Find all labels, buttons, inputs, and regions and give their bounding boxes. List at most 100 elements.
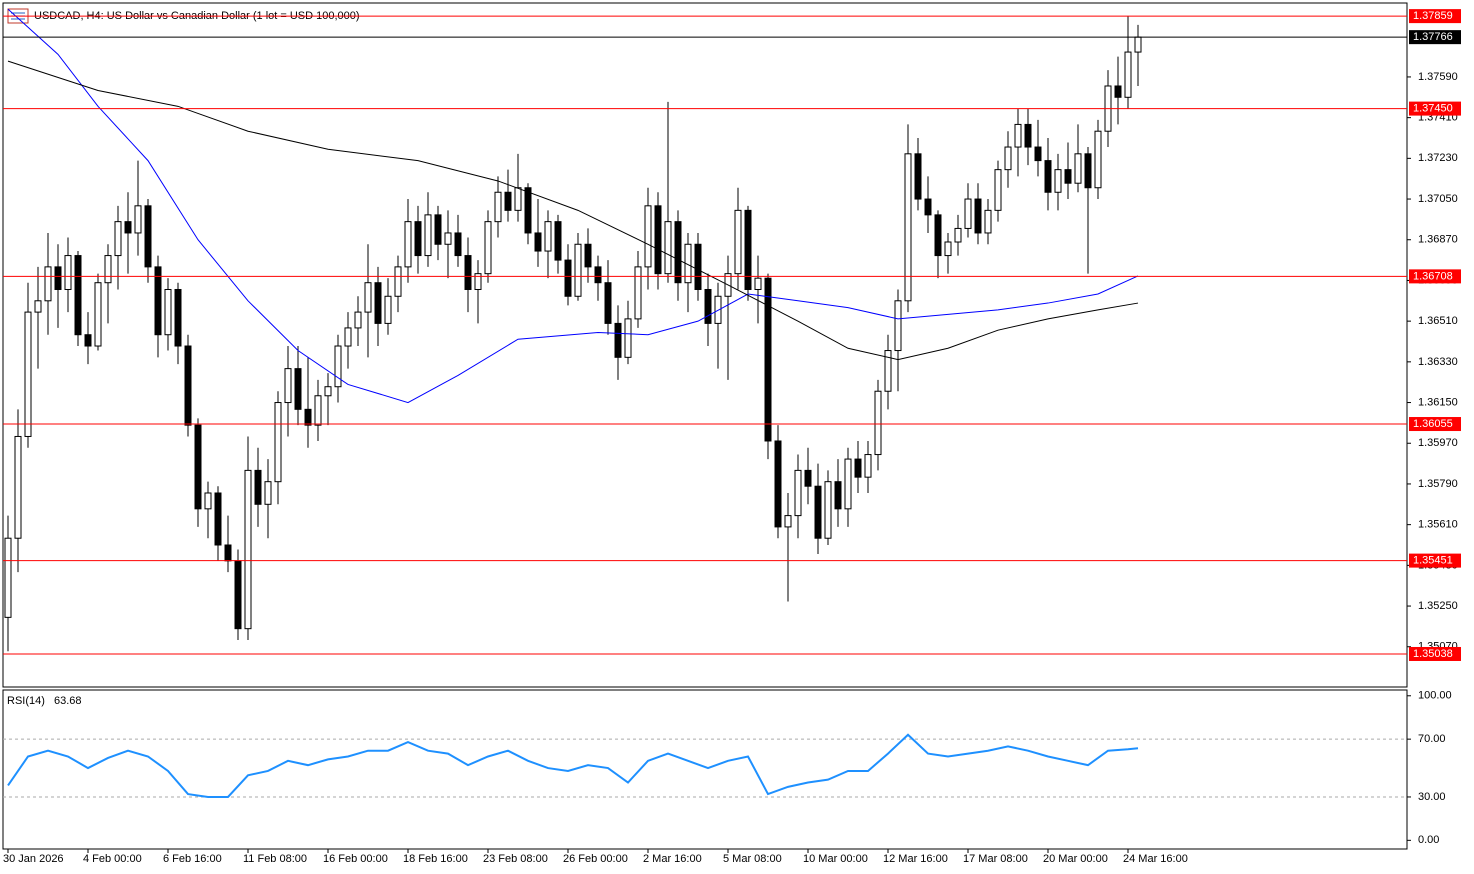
candle-body — [824, 481, 832, 539]
candle-body — [864, 454, 872, 478]
y-tick-label: 1.35250 — [1418, 600, 1458, 612]
candle-body — [934, 214, 942, 257]
candle-body — [654, 205, 662, 275]
candle-body — [1134, 36, 1142, 53]
candle-body — [444, 232, 452, 245]
candle-body — [1124, 51, 1132, 98]
candle-body — [54, 266, 62, 290]
candle-body — [14, 435, 22, 539]
candle-body — [344, 327, 352, 347]
line-series — [7, 733, 1139, 798]
candle-body — [184, 345, 192, 426]
candle-body — [404, 221, 412, 268]
candle-body — [944, 241, 952, 257]
candle-body — [744, 209, 752, 290]
candle-body — [144, 205, 152, 268]
candle-body — [894, 300, 902, 352]
candle-body — [34, 300, 42, 313]
rsi-title: RSI(14) — [7, 695, 45, 707]
candle-body — [664, 221, 672, 275]
candle-body — [384, 295, 392, 324]
candle-body — [1034, 146, 1042, 162]
price-level-label: 1.37450 — [1413, 103, 1453, 115]
x-tick-label: 11 Feb 08:00 — [243, 853, 307, 865]
candle-body — [434, 214, 442, 245]
candle-body — [1044, 160, 1052, 193]
candle-body — [784, 515, 792, 528]
candle-body — [354, 311, 362, 329]
y-tick-label: 30.00 — [1418, 791, 1446, 803]
candle-body — [974, 198, 982, 234]
candle-body — [874, 390, 882, 456]
y-tick-label: 1.36330 — [1418, 356, 1458, 368]
price-level-box — [1409, 417, 1461, 432]
rsi-current-value: 63.68 — [54, 695, 82, 707]
y-tick-label: 1.36510 — [1418, 315, 1458, 327]
candle-body — [1064, 169, 1072, 184]
candle-body — [214, 492, 222, 546]
candle-body — [914, 153, 922, 200]
candle-body — [364, 282, 372, 313]
candle-body — [314, 395, 322, 426]
x-tick-label: 23 Feb 08:00 — [483, 853, 548, 865]
candle-body — [44, 266, 52, 302]
price-panel-frame — [2, 2, 1408, 688]
price-level-box — [1409, 553, 1461, 568]
candle-body — [1074, 153, 1082, 184]
y-tick-label: 1.35790 — [1418, 478, 1458, 490]
candle-body — [574, 243, 582, 297]
candle-body — [494, 191, 502, 223]
candle-body — [484, 221, 492, 275]
price-level-label: 1.37859 — [1413, 10, 1453, 22]
x-tick-label: 5 Mar 08:00 — [723, 853, 782, 865]
candle-body — [114, 221, 122, 257]
candle-body — [394, 266, 402, 297]
candle-body — [534, 232, 542, 252]
candle-body — [324, 386, 332, 397]
candle-body — [304, 408, 312, 426]
x-tick-label: 17 Mar 08:00 — [963, 853, 1028, 865]
candle-body — [204, 492, 212, 510]
candle-body — [624, 318, 632, 358]
candle-body — [764, 277, 772, 442]
candle-body — [754, 277, 762, 290]
x-tick-label: 30 Jan 2026 — [3, 853, 64, 865]
y-tick-label: 1.35610 — [1418, 519, 1458, 531]
candle-body — [1094, 130, 1102, 189]
y-tick-label: 1.37050 — [1418, 193, 1458, 205]
price-level-box — [1409, 646, 1461, 661]
candle-body — [154, 266, 162, 336]
y-tick-label: 70.00 — [1418, 733, 1446, 745]
y-tick-label: 100.00 — [1418, 690, 1452, 702]
candle-body — [164, 288, 172, 336]
candle-body — [954, 227, 962, 243]
candle-body — [264, 481, 272, 505]
candle-body — [134, 205, 142, 234]
candle-body — [1014, 123, 1022, 148]
candle-body — [84, 334, 92, 347]
candle-body — [334, 345, 342, 388]
candle-body — [984, 209, 992, 234]
candle-body — [794, 469, 802, 517]
candle-body — [634, 266, 642, 320]
candle-body — [1084, 153, 1092, 189]
y-tick-label: 0.00 — [1418, 834, 1439, 846]
candle-body — [804, 469, 812, 487]
candle-body — [834, 481, 842, 510]
candle-body — [414, 221, 422, 257]
candle-body — [1024, 123, 1032, 148]
candle-body — [294, 368, 302, 410]
candle-body — [994, 169, 1002, 211]
x-tick-label: 2 Mar 16:00 — [643, 853, 702, 865]
candle-body — [904, 153, 912, 302]
candle-body — [1114, 85, 1122, 98]
candle-body — [674, 221, 682, 284]
price-level-box — [1409, 9, 1461, 24]
candle-body — [584, 243, 592, 268]
candle-body — [924, 198, 932, 216]
candle-body — [604, 282, 612, 324]
y-tick-label: 1.35970 — [1418, 437, 1458, 449]
line-series — [7, 60, 1139, 361]
candle-body — [374, 282, 382, 324]
